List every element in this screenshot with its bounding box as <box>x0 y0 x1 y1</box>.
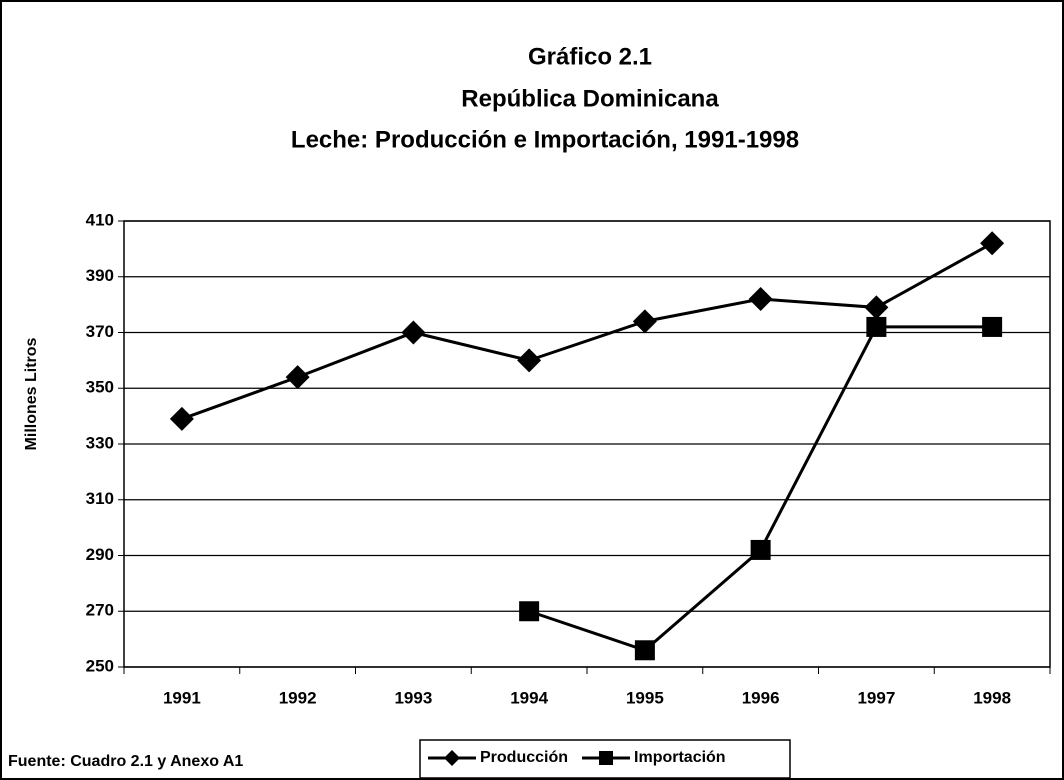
x-tick-label: 1994 <box>510 688 548 707</box>
point <box>634 640 655 661</box>
legend-label: Importación <box>634 749 726 766</box>
y-tick-label: 290 <box>86 545 114 564</box>
point <box>632 309 657 334</box>
y-tick-label: 370 <box>86 322 114 341</box>
y-tick-label: 250 <box>86 656 114 675</box>
chart-title: Gráfico 2.1 <box>528 43 652 70</box>
legend-marker <box>444 750 460 766</box>
x-tick-label: 1995 <box>626 688 664 707</box>
point <box>866 316 887 337</box>
point <box>982 316 1003 337</box>
point <box>750 539 771 560</box>
x-tick-label: 1993 <box>394 688 432 707</box>
chart-subtitle: República Dominicana <box>461 85 719 112</box>
y-tick-label: 410 <box>86 210 114 229</box>
point <box>980 231 1005 256</box>
x-tick-label: 1992 <box>279 688 317 707</box>
x-tick-label: 1991 <box>163 688 201 707</box>
legend-marker <box>599 751 614 765</box>
point <box>401 320 426 345</box>
y-tick-label: 350 <box>86 378 114 397</box>
point <box>748 287 773 312</box>
point <box>864 295 889 320</box>
point <box>169 406 194 431</box>
x-tick-label: 1996 <box>742 688 780 707</box>
point <box>285 365 310 390</box>
legend-label: Producción <box>480 749 568 766</box>
point <box>517 348 542 373</box>
chart-subtitle: Leche: Producción e Importación, 1991-19… <box>291 126 799 153</box>
y-tick-label: 330 <box>86 433 114 452</box>
series-line <box>181 241 993 421</box>
source-note: Fuente: Cuadro 2.1 y Anexo A1 <box>8 753 243 770</box>
y-tick-label: 390 <box>86 266 114 285</box>
y-tick-label: 270 <box>86 601 114 620</box>
y-tick-label: 310 <box>86 489 114 508</box>
point <box>519 601 540 622</box>
y-axis-label: Millones Litros <box>23 337 40 450</box>
x-tick-label: 1997 <box>857 688 895 707</box>
x-tick-label: 1998 <box>973 688 1011 707</box>
